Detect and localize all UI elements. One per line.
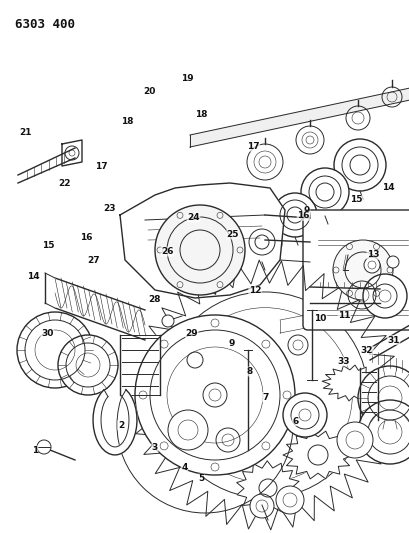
Circle shape	[17, 312, 93, 388]
Text: 10: 10	[314, 314, 326, 323]
Circle shape	[336, 422, 372, 458]
Text: 24: 24	[187, 213, 199, 222]
Text: 31: 31	[387, 336, 399, 344]
Text: 9: 9	[303, 206, 309, 215]
Polygon shape	[321, 365, 381, 401]
Text: 20: 20	[143, 87, 155, 96]
Circle shape	[362, 274, 406, 318]
Text: 22: 22	[58, 180, 71, 188]
Circle shape	[275, 486, 303, 514]
Text: 15: 15	[42, 241, 54, 249]
Text: 6: 6	[291, 417, 298, 425]
Text: 18: 18	[195, 110, 207, 119]
Polygon shape	[45, 273, 55, 308]
Polygon shape	[236, 461, 299, 515]
Text: 30: 30	[41, 329, 53, 337]
Text: 13: 13	[366, 251, 378, 259]
Polygon shape	[93, 390, 137, 455]
Polygon shape	[186, 411, 269, 470]
Polygon shape	[120, 335, 160, 395]
Text: 23: 23	[103, 205, 116, 213]
Circle shape	[249, 494, 273, 518]
Circle shape	[333, 139, 385, 191]
Text: 17: 17	[95, 162, 108, 171]
Circle shape	[155, 205, 245, 295]
Text: 15: 15	[350, 196, 362, 204]
FancyBboxPatch shape	[302, 210, 409, 330]
Text: 28: 28	[148, 295, 161, 304]
Text: 9: 9	[228, 340, 234, 348]
Text: 16: 16	[80, 233, 92, 241]
Circle shape	[357, 366, 409, 430]
Circle shape	[287, 335, 307, 355]
Polygon shape	[189, 88, 409, 147]
Text: 29: 29	[185, 329, 198, 337]
Text: 2: 2	[117, 421, 124, 430]
Polygon shape	[18, 148, 75, 183]
Circle shape	[300, 168, 348, 216]
Text: 4: 4	[181, 464, 187, 472]
Circle shape	[37, 440, 51, 454]
Text: 21: 21	[19, 128, 31, 136]
Text: 25: 25	[226, 230, 238, 239]
Text: 27: 27	[87, 256, 99, 264]
Circle shape	[168, 410, 207, 450]
Circle shape	[135, 315, 294, 475]
Polygon shape	[282, 431, 352, 479]
Circle shape	[363, 257, 379, 273]
Text: 26: 26	[161, 247, 173, 256]
Text: 6303 400: 6303 400	[15, 18, 75, 31]
Circle shape	[58, 335, 118, 395]
Text: 32: 32	[360, 346, 372, 355]
Text: 3: 3	[151, 443, 158, 452]
Text: 14: 14	[382, 183, 394, 192]
Text: 17: 17	[247, 142, 259, 151]
Circle shape	[241, 222, 281, 262]
Text: 5: 5	[197, 474, 204, 483]
Text: 1: 1	[31, 446, 38, 455]
Circle shape	[282, 393, 326, 437]
Circle shape	[386, 256, 398, 268]
Text: 18: 18	[121, 117, 133, 126]
Text: 14: 14	[27, 272, 40, 280]
Polygon shape	[130, 260, 399, 530]
Text: 16: 16	[297, 212, 309, 220]
Text: 12: 12	[248, 286, 261, 295]
Text: 19: 19	[181, 75, 193, 83]
Polygon shape	[120, 183, 284, 298]
Polygon shape	[62, 140, 82, 166]
Text: 7: 7	[262, 393, 268, 401]
Text: 33: 33	[337, 357, 349, 366]
Circle shape	[357, 400, 409, 464]
Circle shape	[162, 315, 173, 327]
Circle shape	[332, 240, 392, 300]
Text: 11: 11	[337, 311, 350, 320]
Circle shape	[272, 193, 316, 237]
Text: 8: 8	[245, 367, 252, 376]
Polygon shape	[279, 295, 409, 333]
